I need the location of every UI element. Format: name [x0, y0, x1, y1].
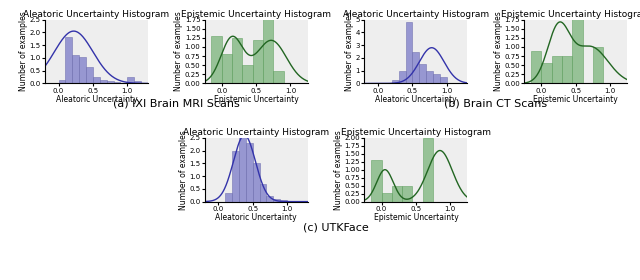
Y-axis label: Number of examples: Number of examples	[174, 12, 183, 91]
Text: (c) UTKFace: (c) UTKFace	[303, 223, 369, 233]
Bar	[260, 184, 266, 202]
Bar	[127, 77, 134, 83]
Bar	[593, 47, 603, 83]
Y-axis label: Number of examples: Number of examples	[179, 130, 188, 209]
Bar	[531, 51, 541, 83]
Bar	[266, 197, 273, 202]
Bar	[273, 71, 284, 83]
Bar	[232, 38, 243, 83]
Bar	[280, 200, 287, 202]
Bar	[381, 193, 392, 202]
Bar	[93, 77, 100, 83]
Bar	[419, 64, 426, 83]
Title: Epistemic Uncertainty Histogram: Epistemic Uncertainty Histogram	[341, 128, 491, 137]
Bar	[371, 160, 381, 202]
Text: (a) IXI Brain MRI Scans: (a) IXI Brain MRI Scans	[113, 99, 239, 109]
Bar	[113, 82, 120, 83]
Bar	[65, 38, 72, 83]
Bar	[440, 77, 447, 83]
Y-axis label: Number of examples: Number of examples	[19, 12, 28, 91]
Bar	[100, 80, 107, 83]
Y-axis label: Number of examples: Number of examples	[494, 12, 503, 91]
Y-axis label: Number of examples: Number of examples	[346, 12, 355, 91]
Bar	[253, 163, 260, 202]
Bar	[562, 56, 572, 83]
Bar	[72, 55, 79, 83]
Bar	[221, 54, 232, 83]
Bar	[433, 74, 440, 83]
Text: (b) Brain CT Scans: (b) Brain CT Scans	[444, 99, 547, 109]
Bar	[263, 18, 273, 83]
Bar	[225, 193, 232, 202]
X-axis label: Epistemic Uncertainty: Epistemic Uncertainty	[374, 213, 458, 222]
X-axis label: Aleatoric Uncertainty: Aleatoric Uncertainty	[215, 213, 297, 222]
Bar	[246, 143, 253, 202]
Bar	[406, 22, 412, 83]
Bar	[134, 81, 141, 83]
Bar	[232, 151, 239, 202]
Bar	[402, 186, 412, 202]
X-axis label: Aleatoric Uncertainty: Aleatoric Uncertainty	[375, 95, 457, 104]
Bar	[423, 138, 433, 202]
Bar	[426, 71, 433, 83]
X-axis label: Epistemic Uncertainty: Epistemic Uncertainty	[214, 95, 298, 104]
Bar	[211, 36, 221, 83]
Bar	[273, 199, 280, 202]
X-axis label: Epistemic Uncertainty: Epistemic Uncertainty	[533, 95, 618, 104]
Bar	[239, 135, 246, 202]
Title: Epistemic Uncertainty Histogram: Epistemic Uncertainty Histogram	[181, 10, 331, 19]
Bar	[399, 71, 406, 83]
X-axis label: Aleatoric Uncertainty: Aleatoric Uncertainty	[56, 95, 137, 104]
Y-axis label: Number of examples: Number of examples	[334, 130, 343, 209]
Bar	[253, 40, 263, 83]
Title: Aleatoric Uncertainty Histogram: Aleatoric Uncertainty Histogram	[183, 128, 329, 137]
Bar	[392, 186, 402, 202]
Bar	[552, 56, 562, 83]
Title: Aleatoric Uncertainty Histogram: Aleatoric Uncertainty Histogram	[23, 10, 170, 19]
Bar	[107, 81, 113, 83]
Bar	[243, 65, 253, 83]
Bar	[572, 18, 582, 83]
Bar	[412, 52, 419, 83]
Bar	[79, 57, 86, 83]
Bar	[392, 80, 399, 83]
Title: Aleatoric Uncertainty Histogram: Aleatoric Uncertainty Histogram	[343, 10, 489, 19]
Bar	[541, 63, 552, 83]
Bar	[58, 80, 65, 83]
Bar	[86, 67, 93, 83]
Title: Epistemic Uncertainty Histogram: Epistemic Uncertainty Histogram	[500, 10, 640, 19]
